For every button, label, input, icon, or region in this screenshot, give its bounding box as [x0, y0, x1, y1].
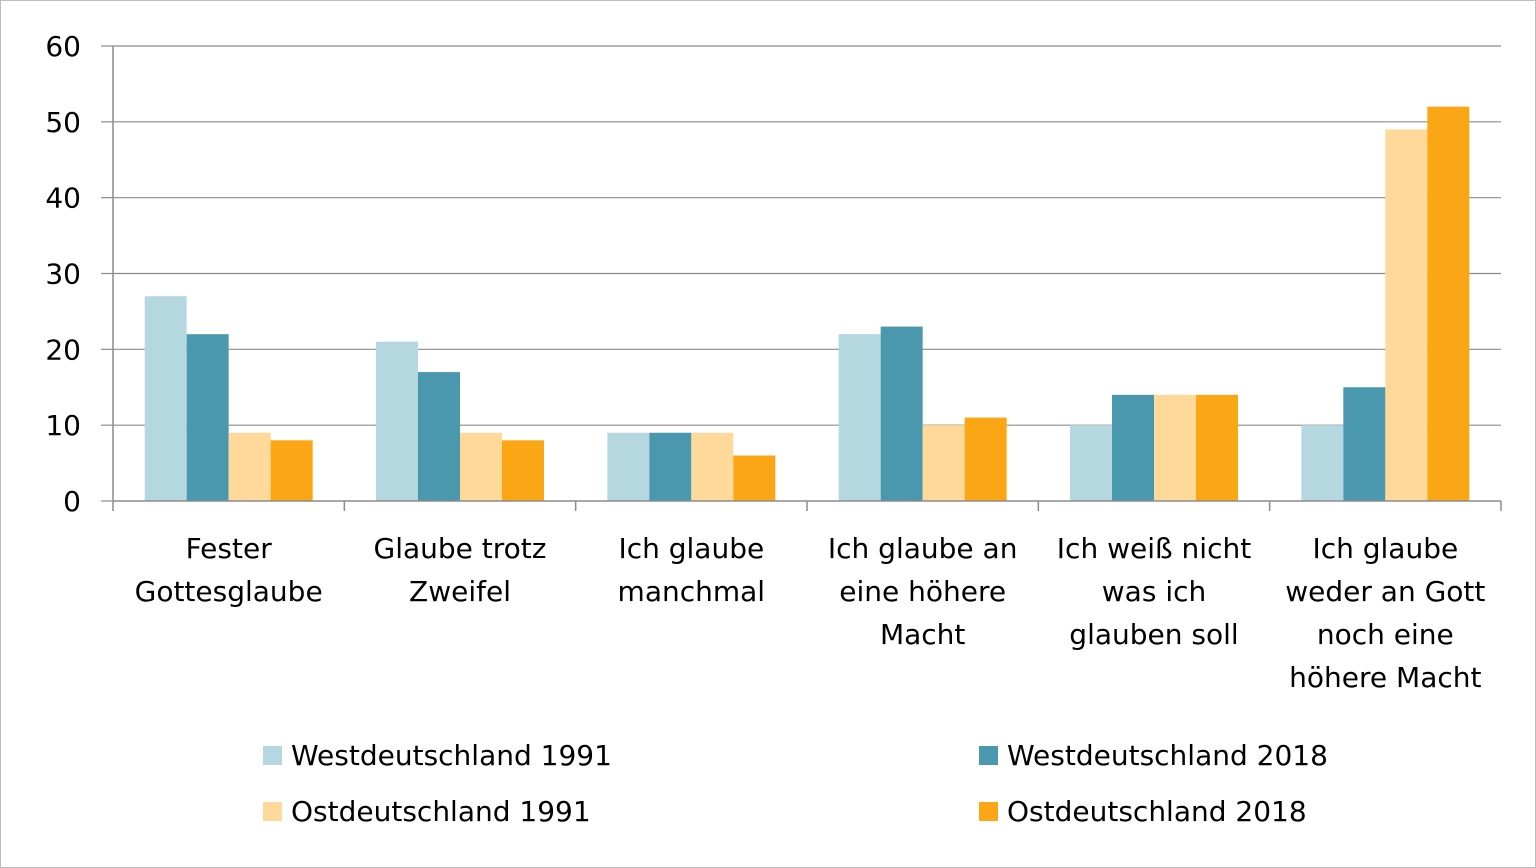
bar	[1070, 425, 1112, 501]
bar	[1112, 394, 1154, 501]
category-labels: Fester Gottesglaube Glaube trotz Zweifel Ich…	[135, 532, 1486, 694]
bar	[1343, 387, 1386, 501]
bar	[1385, 129, 1428, 501]
bar	[502, 440, 544, 501]
bar	[418, 372, 460, 501]
bar	[922, 425, 965, 501]
category-label: Fester Gottesglaube	[135, 532, 323, 608]
legend-label: Westdeutschland 1991	[291, 739, 612, 772]
bar	[880, 326, 923, 501]
bar	[186, 334, 229, 501]
bar	[460, 432, 502, 501]
bar	[1154, 394, 1196, 501]
category-label: Ich glaube manchmal	[618, 532, 766, 608]
legend-label: Ostdeutschland 2018	[1007, 795, 1307, 828]
category-label: Glaube trotz Zweifel	[374, 532, 547, 608]
bar	[1196, 394, 1238, 501]
y-tick-label: 20	[45, 333, 81, 366]
bar	[964, 417, 1007, 501]
bar	[607, 432, 650, 501]
y-tick-label: 60	[45, 30, 81, 63]
bar	[1427, 106, 1470, 502]
legend-swatch	[263, 802, 282, 821]
bar	[228, 432, 271, 501]
bar	[144, 296, 187, 501]
category-label: Ich glaube an eine höhere Macht	[828, 532, 1018, 651]
bar	[270, 440, 313, 501]
bar	[1301, 425, 1344, 501]
legend-item: Ostdeutschland 1991	[263, 795, 591, 828]
y-tick-label: 10	[45, 409, 81, 442]
bar	[733, 455, 776, 501]
legend: Westdeutschland 1991 Westdeutschland 2018…	[263, 739, 1328, 828]
y-tick-label: 0	[63, 485, 81, 518]
legend-swatch	[979, 746, 998, 765]
category-label: Ich weiß nicht was ich glauben soll	[1057, 532, 1251, 651]
legend-item: Westdeutschland 1991	[263, 739, 612, 772]
bar	[376, 341, 418, 501]
bar	[649, 432, 692, 501]
legend-swatch	[263, 746, 282, 765]
gridlines	[101, 45, 1501, 502]
y-tick-label: 30	[45, 258, 81, 291]
legend-label: Westdeutschland 2018	[1007, 739, 1328, 772]
legend-swatch	[979, 802, 998, 821]
legend-item: Westdeutschland 2018	[979, 739, 1328, 772]
legend-item: Ostdeutschland 2018	[979, 795, 1307, 828]
y-tick-labels: 0 10 20 30 40 50 60	[45, 30, 81, 518]
bars	[144, 106, 1470, 502]
y-tick-label: 40	[45, 182, 81, 215]
y-tick-label: 50	[45, 106, 81, 139]
axes	[112, 46, 1502, 511]
category-label: Ich glaube weder an Gott noch eine höhere M…	[1285, 532, 1485, 694]
legend-label: Ostdeutschland 1991	[291, 795, 591, 828]
bar	[691, 432, 734, 501]
bar	[838, 334, 881, 501]
